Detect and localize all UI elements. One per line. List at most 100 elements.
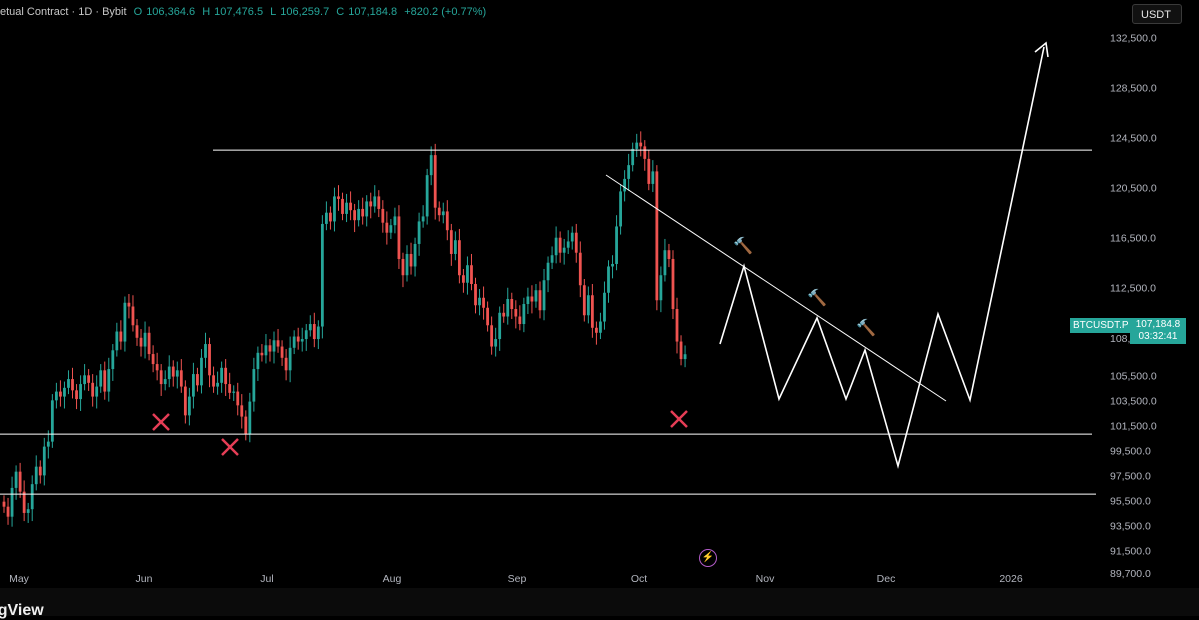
candle-body — [550, 255, 554, 263]
candle-body — [54, 391, 58, 401]
candle-body — [413, 243, 417, 267]
candle-body — [522, 304, 526, 325]
time-tick-label: Dec — [877, 573, 896, 585]
price-tick-label: 91,500.0 — [1110, 545, 1151, 557]
candle-body — [329, 212, 332, 222]
candle-body — [341, 198, 344, 214]
candle-body — [256, 352, 260, 370]
candle-body — [18, 471, 22, 492]
hammer-icon: 🔨 — [807, 290, 827, 307]
candle-body — [494, 339, 498, 347]
candle-body — [107, 369, 111, 392]
candle-body — [679, 341, 683, 360]
candle-body — [204, 344, 207, 358]
time-tick-label: Aug — [383, 573, 402, 585]
x-mark-icon — [670, 410, 688, 428]
candle-body — [131, 306, 135, 326]
candle-body — [643, 146, 647, 159]
candle-body — [171, 366, 175, 377]
time-tick-label: Jul — [260, 573, 273, 585]
candle-body — [651, 171, 655, 184]
candle-body — [46, 441, 50, 447]
candle-body — [304, 330, 308, 340]
bottom-toolbar — [0, 588, 1199, 616]
candle-body — [228, 384, 232, 393]
arrow-head — [1034, 41, 1049, 58]
candle-body — [627, 165, 631, 179]
candle-body — [159, 370, 163, 385]
candle-body — [276, 340, 280, 347]
candle-body — [99, 370, 103, 387]
bar-countdown: 03:32:41 — [1138, 331, 1178, 342]
price-tick-label: 101,500.0 — [1110, 420, 1157, 432]
candle-body — [236, 391, 240, 406]
candle-body — [655, 171, 659, 301]
candle-body — [570, 232, 574, 242]
candle-body — [490, 325, 494, 347]
hammer-icon: 🔨 — [733, 238, 753, 255]
candle-body — [115, 331, 119, 351]
candle-body — [526, 296, 530, 305]
candle-body — [462, 275, 465, 283]
candle-body — [248, 401, 252, 435]
candle-body — [635, 142, 639, 149]
candle-body — [405, 253, 409, 276]
candle-body — [87, 375, 91, 383]
candle-body — [546, 262, 550, 281]
candle-body — [381, 208, 385, 223]
lightning-icon[interactable]: ⚡ — [699, 549, 717, 567]
drawings-layer — [0, 41, 1096, 495]
candle-body — [151, 354, 155, 365]
high-label: H — [202, 6, 211, 18]
candle-body — [353, 210, 357, 221]
time-tick-label: Nov — [756, 573, 775, 585]
candle-body — [212, 375, 215, 387]
candle-body — [433, 155, 437, 208]
candle-body — [482, 297, 485, 308]
candle-body — [187, 396, 191, 416]
time-tick-label: Jun — [136, 573, 153, 585]
candle-body — [453, 240, 457, 254]
candle-body — [10, 487, 14, 517]
candle-body — [224, 367, 228, 385]
candle-body — [566, 241, 570, 248]
candle-body — [518, 316, 522, 325]
candle-body — [308, 324, 312, 331]
candle-body — [349, 202, 352, 211]
candle-body — [506, 299, 510, 317]
candle-body — [288, 347, 292, 371]
candle-body — [373, 196, 377, 207]
candle-body — [127, 302, 131, 307]
candle-body — [312, 324, 316, 340]
candle-body — [240, 405, 244, 417]
currency-button[interactable]: USDT — [1132, 4, 1182, 24]
candle-body — [268, 345, 272, 352]
candle-body — [377, 196, 381, 209]
candle-body — [623, 178, 627, 192]
candle-body — [369, 201, 373, 207]
candle-body — [83, 375, 86, 385]
candle-body — [474, 283, 477, 306]
candle-body — [530, 296, 534, 302]
candle-body — [167, 366, 171, 380]
candle-body — [639, 142, 643, 147]
candle-body — [103, 370, 107, 392]
candle-body — [466, 265, 469, 283]
candles-layer — [2, 131, 687, 527]
change-value: +820.2 (+0.77%) — [404, 6, 487, 18]
candle-body — [175, 370, 179, 377]
candle-body — [534, 290, 538, 302]
candle-body — [582, 285, 586, 316]
candle-body — [2, 501, 6, 507]
candle-body — [280, 346, 284, 358]
symbol-price-tag: BTCUSDT.P — [1070, 318, 1132, 333]
candle-body — [631, 148, 635, 166]
candle-body — [30, 484, 34, 510]
price-tick-label: 112,500.0 — [1110, 283, 1156, 295]
candle-body — [59, 391, 62, 397]
candle-body — [486, 307, 489, 326]
candle-body — [611, 263, 614, 267]
candle-body — [196, 374, 199, 386]
open-value: 106,364.6 — [146, 6, 196, 18]
